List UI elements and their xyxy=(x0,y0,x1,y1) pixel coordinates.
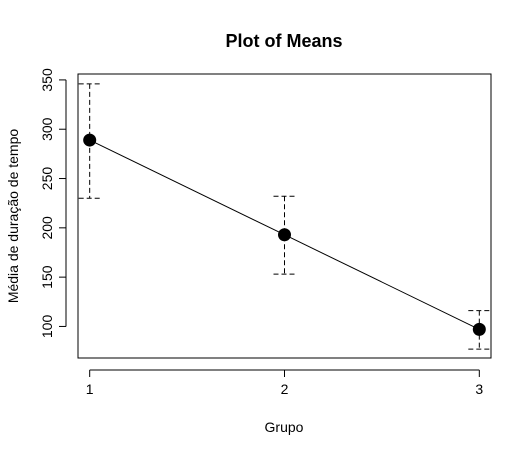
x-tick-label: 1 xyxy=(86,381,94,397)
data-point xyxy=(278,228,291,242)
data-point xyxy=(83,133,97,147)
y-tick-label: 350 xyxy=(39,68,55,92)
y-tick-label: 300 xyxy=(39,117,55,141)
plot-frame xyxy=(77,73,492,359)
error-bars xyxy=(78,83,491,350)
x-tick-label: 3 xyxy=(475,381,483,397)
chart-title: Plot of Means xyxy=(225,31,342,51)
y-tick-label: 200 xyxy=(39,216,55,240)
x-tick-label: 2 xyxy=(281,381,289,397)
error-bar xyxy=(273,195,296,275)
y-axis-label: Média de duração de tempo xyxy=(5,129,21,304)
data-point xyxy=(472,322,486,336)
y-tick-label: 250 xyxy=(39,167,55,191)
data-points xyxy=(83,133,486,336)
y-tick-label: 150 xyxy=(39,265,55,289)
x-axis: 1 2 3 xyxy=(86,369,483,397)
y-tick-label: 100 xyxy=(39,315,55,339)
x-axis-label: Grupo xyxy=(265,419,304,435)
y-axis: 100 150 200 250 300 350 xyxy=(39,68,67,339)
